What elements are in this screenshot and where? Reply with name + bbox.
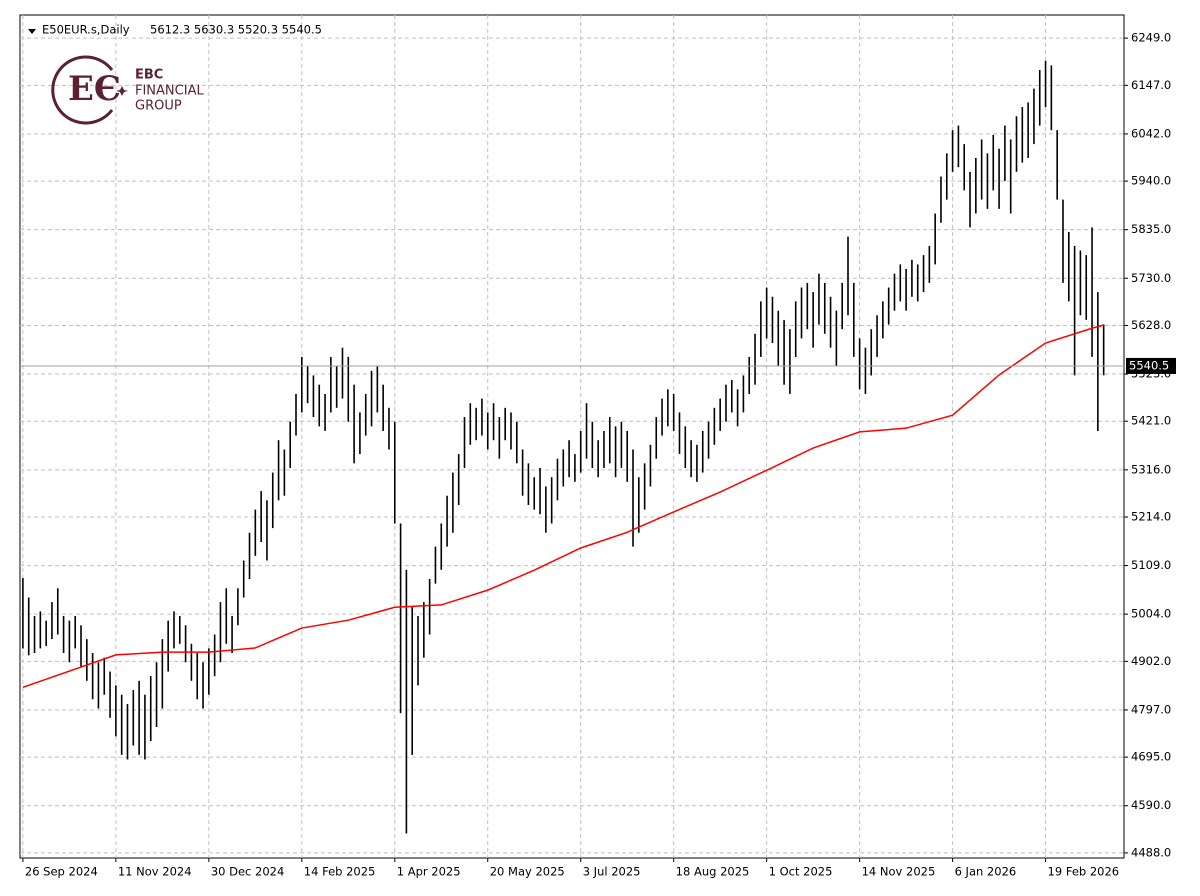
plot-frame [19,14,1125,859]
y-tick-label: 5940.0 [1131,174,1171,188]
y-tick-label: 4488.0 [1131,845,1171,859]
x-tick-label: 26 Sep 2024 [25,865,98,879]
x-tick-label: 30 Dec 2024 [211,865,284,879]
x-tick-label: 18 Aug 2025 [676,865,750,879]
y-tick-label: 4590.0 [1131,798,1171,812]
logo-ring [51,55,114,125]
chart-title: E50EUR.s,Daily [42,23,130,37]
logo: ЕЄ EBC FINANCIAL GROUP [51,55,204,125]
logo-text: FINANCIAL [135,84,204,99]
x-tick-label: 11 Nov 2024 [118,865,192,879]
y-tick-label: 5316.0 [1131,462,1171,476]
price-label: 5540.5 [1129,358,1169,372]
y-tick-label: 4797.0 [1131,702,1171,716]
menu-arrow [28,29,36,34]
y-tick-label: 5109.0 [1131,558,1171,572]
x-tick-label: 20 May 2025 [490,865,565,879]
y-tick-label: 5004.0 [1131,607,1171,621]
logo-text: GROUP [135,99,182,114]
logo-text: EBC [135,68,163,83]
x-tick-label: 19 Feb 2026 [1048,865,1120,879]
moving-average [22,324,1104,688]
y-tick-label: 4902.0 [1131,654,1171,668]
x-tick-label: 14 Feb 2025 [304,865,376,879]
y-tick-label: 4695.0 [1131,750,1171,764]
x-tick-label: 14 Nov 2025 [862,865,936,879]
y-tick-label: 5421.0 [1131,414,1171,428]
y-tick-label: 5835.0 [1131,222,1171,236]
logo-mark: ЕЄ [68,69,121,109]
y-tick-label: 6042.0 [1131,126,1171,140]
logo-star [116,86,128,96]
x-tick-label: 3 Jul 2025 [583,865,641,879]
y-tick-label: 6249.0 [1131,31,1171,45]
price-label-box [1126,357,1176,374]
x-tick-label: 6 Jan 2026 [955,865,1017,879]
y-tick-label: 5628.0 [1131,318,1171,332]
x-tick-label: 1 Oct 2025 [769,865,833,879]
y-tick-label: 5214.0 [1131,510,1171,524]
marks [22,60,1105,834]
y-tick-label: 5730.0 [1131,271,1171,285]
chart-ohlc: 5612.3 5630.3 5520.3 5540.5 [150,23,322,37]
y-tick-label: 6147.0 [1131,78,1171,92]
x-tick-label: 1 Apr 2025 [397,865,461,879]
